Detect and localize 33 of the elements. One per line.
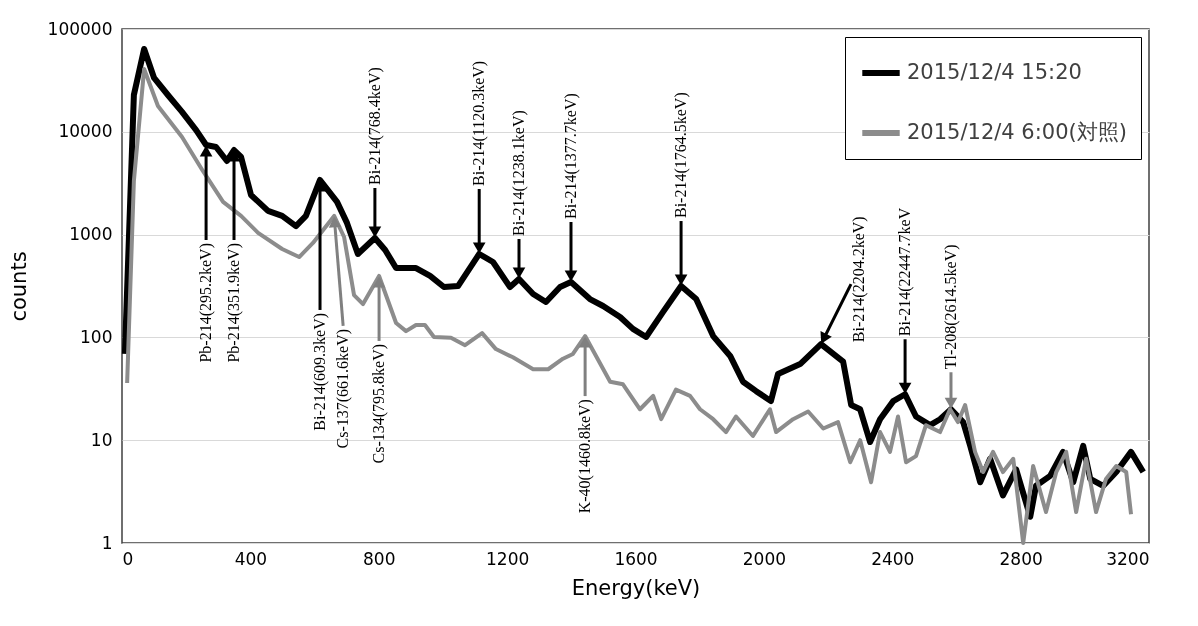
- annotation: Bi-214(768.4keV): [365, 67, 384, 185]
- annotation: Bi-214(2204.2keV): [850, 216, 868, 343]
- legend-label: 2015/12/4 6:00(対照): [907, 120, 1127, 144]
- y-axis-title: counts: [6, 251, 31, 322]
- annotation: Bi-214(1764.5keV): [672, 92, 691, 219]
- y-tick-label: 100000: [47, 18, 113, 39]
- y-tick-label: 1000: [69, 224, 113, 245]
- x-tick-label: 1200: [485, 548, 530, 569]
- y-tick-label: 10: [90, 429, 113, 450]
- annotation: Pb-214(295.2keV): [197, 243, 216, 363]
- y-tick-label: 100: [80, 326, 113, 347]
- annotation: Bi-214(609.3keV): [311, 312, 330, 431]
- legend-label: 2015/12/4 15:20: [907, 60, 1082, 84]
- x-tick-label: 1600: [614, 548, 658, 569]
- x-tick-label: 2800: [999, 548, 1043, 569]
- x-tick-label: 2000: [742, 548, 787, 569]
- x-tick-label: 3200: [1106, 548, 1150, 569]
- annotation: Cs-137(661.6keV): [334, 328, 353, 449]
- annotation: K-40(1460.8keV): [576, 399, 595, 514]
- annotation: Bi-214(1377.7keV): [561, 93, 580, 219]
- annotation: Bi-214(22447.7keV: [896, 207, 915, 337]
- x-tick-label: 800: [363, 548, 396, 569]
- x-tick-label: 0: [122, 548, 134, 569]
- annotation: Cs-134(795.8keV): [370, 343, 389, 464]
- y-tick-label: 10000: [58, 121, 113, 142]
- x-tick-label: 400: [234, 548, 268, 569]
- x-tick-label: 2400: [871, 548, 915, 569]
- annotation: Bi-214(1238.1keV): [510, 110, 528, 236]
- x-axis-title: Energy(keV): [571, 575, 701, 600]
- annotation: Bi-214(1120.3keV): [470, 60, 489, 186]
- annotation: Pb-214(351.9keV): [225, 243, 244, 363]
- y-tick-label: 1: [101, 532, 113, 553]
- annotation: Tl-208(2614.5keV): [941, 244, 960, 370]
